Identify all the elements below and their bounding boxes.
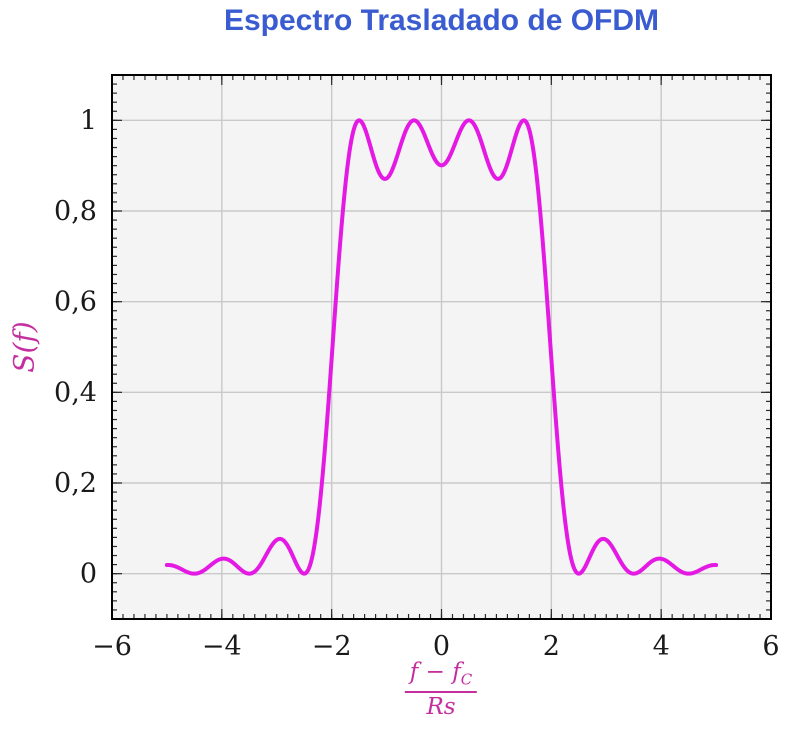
x-label-denominator: Rs	[426, 694, 456, 721]
chart-title: Espectro Trasladado de OFDM	[223, 4, 660, 37]
x-axis-tick-label: −6	[92, 631, 132, 662]
y-axis-tick-label: 0,4	[54, 377, 97, 408]
plot-frame	[111, 74, 772, 620]
y-axis-tick-label: 1	[80, 105, 97, 136]
x-axis-label: f − fC Rs	[404, 659, 478, 721]
x-label-numerator: f − fC	[404, 659, 478, 694]
y-axis-tick-label: 0,6	[54, 287, 97, 318]
x-axis-tick-label: 4	[653, 631, 670, 662]
y-axis-tick-label: 0,8	[54, 196, 97, 227]
x-label-numerator-subscript: C	[460, 670, 473, 689]
x-label-numerator-text: f − f	[409, 659, 461, 685]
x-axis-tick-label: 0	[433, 631, 450, 662]
y-axis-tick-label: 0,2	[54, 468, 97, 499]
x-axis-tick-label: −2	[312, 631, 352, 662]
y-axis-label: S(f)	[7, 321, 41, 373]
x-axis-tick-label: 6	[762, 631, 779, 662]
x-axis-tick-label: 2	[543, 631, 560, 662]
y-axis-tick-label: 0	[80, 559, 97, 590]
spectrum-curve	[164, 118, 719, 576]
x-axis-tick-label: −4	[202, 631, 242, 662]
